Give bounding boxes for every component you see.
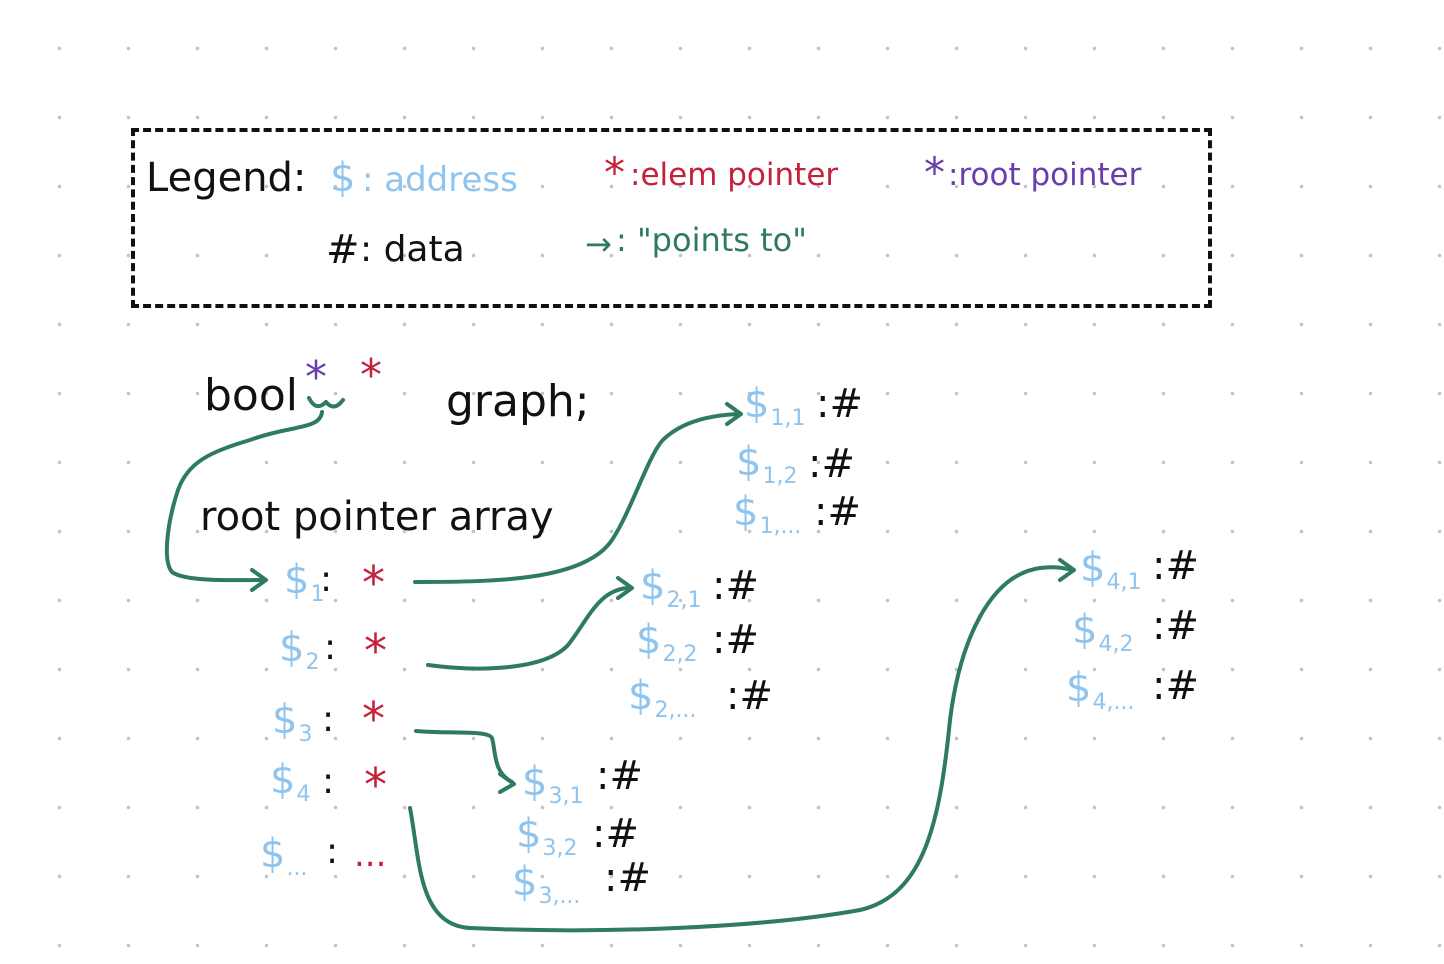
array-row-data: :# (816, 381, 863, 427)
root-row-address: $1 (284, 557, 325, 607)
root-row-separator: : (322, 761, 335, 802)
arrow-elem4-to-array4 (408, 558, 1076, 933)
array-row-data: :# (596, 753, 643, 799)
root-row-address: $4 (270, 757, 311, 807)
array-row-address: $3,1 (522, 759, 584, 809)
legend-elem-pointer-label: :elem pointer (630, 157, 839, 193)
array-row-data: :# (726, 673, 773, 719)
legend-arrow-symbol: → (585, 225, 612, 263)
array-row-address: $1,1 (744, 381, 806, 431)
legend-box (131, 128, 1212, 308)
array-row-address: $1,2 (736, 439, 798, 489)
root-row-address: $2 (279, 625, 320, 675)
array-row-data: :# (1152, 543, 1199, 589)
array-row-data: :# (712, 617, 759, 663)
root-array-label: root pointer array (200, 494, 554, 540)
array-row-data: :# (592, 811, 639, 857)
declaration-name: graph; (446, 376, 590, 427)
root-row-address: $3 (272, 697, 313, 747)
array-row-data: :# (1152, 663, 1199, 709)
array-row-data: :# (808, 441, 855, 487)
array-row-address: $2,... (628, 673, 697, 723)
arrow-elem2-to-array2 (426, 576, 634, 671)
array-row-address: $3,2 (516, 811, 578, 861)
arrow-elem1-to-array1 (413, 402, 743, 584)
root-row-separator: : (324, 627, 337, 668)
root-row-separator: : (320, 559, 333, 600)
legend-root-pointer-label: :root pointer (948, 157, 1142, 193)
array-row-address: $1,... (733, 489, 802, 539)
root-row-elem-pointer: ... (354, 835, 387, 875)
root-row-elem-pointer: * (364, 624, 387, 678)
legend-arrow-label: : "points to" (616, 221, 807, 259)
array-row-data: :# (814, 489, 861, 535)
array-row-address: $2,1 (640, 563, 702, 613)
root-row-elem-pointer: * (362, 692, 385, 746)
root-row-elem-pointer: * (362, 556, 385, 610)
array-row-address: $4,... (1066, 665, 1135, 715)
root-row-separator: : (326, 831, 339, 872)
array-row-address: $4,1 (1080, 545, 1142, 595)
array-row-address: $2,2 (636, 617, 698, 667)
array-row-data: :# (712, 563, 759, 609)
array-row-data: :# (604, 855, 651, 901)
legend-address-label: : address (362, 160, 518, 200)
declaration-elem-star: * (360, 350, 382, 401)
arrow-elem3-to-array3 (414, 729, 516, 794)
legend-data-label: : data (360, 229, 465, 270)
legend-elem-pointer-symbol: * (604, 148, 625, 197)
array-row-data: :# (1152, 603, 1199, 649)
declaration-root-star: * (305, 352, 327, 403)
legend-title: Legend: (146, 155, 307, 201)
root-row-elem-pointer: * (364, 758, 387, 812)
root-row-separator: : (322, 699, 335, 740)
root-row-address: $... (260, 831, 308, 881)
legend-data-symbol: # (326, 227, 360, 273)
legend-root-pointer-symbol: * (924, 148, 945, 197)
declaration-type: bool (204, 370, 298, 421)
legend-address-symbol: $ (330, 155, 356, 201)
array-row-address: $3,... (512, 859, 581, 909)
arrow-root-to-array (164, 396, 345, 592)
array-row-address: $4,2 (1072, 607, 1134, 657)
